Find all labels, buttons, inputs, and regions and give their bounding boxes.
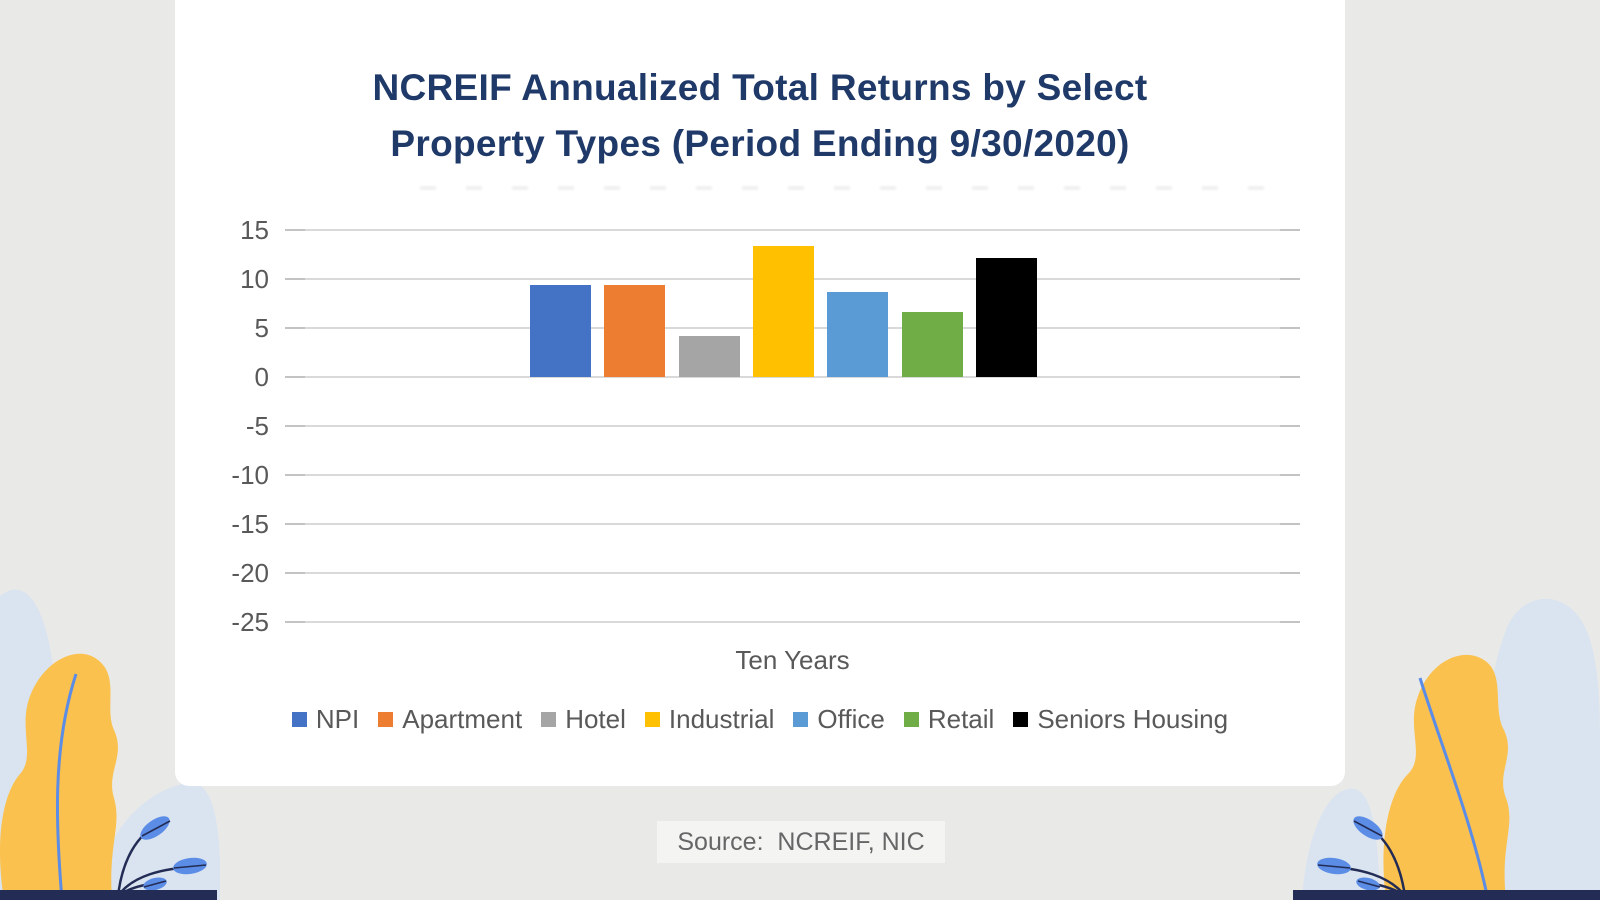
legend-swatch-icon	[378, 712, 394, 727]
plant-leaves	[140, 816, 207, 891]
legend-item-apartment: Apartment	[378, 704, 522, 735]
legend-item-retail: Retail	[903, 704, 995, 735]
bar-seniors-housing	[976, 258, 1037, 377]
y-axis-tick-label: -20	[231, 558, 269, 588]
gridline--25	[285, 621, 1300, 623]
legend-swatch-icon	[903, 712, 919, 727]
legend-swatch-icon	[793, 712, 809, 727]
legend-item-seniors-housing: Seniors Housing	[1013, 704, 1228, 735]
gridline--20	[285, 572, 1300, 574]
ground-bar-right	[1293, 890, 1600, 900]
source-note: Source: NCREIF, NIC	[657, 821, 945, 863]
bar-npi	[530, 285, 591, 377]
source-text: Source: NCREIF, NIC	[677, 827, 925, 856]
legend-label: Hotel	[565, 704, 626, 734]
chart-title-line-1: NCREIF Annualized Total Returns by Selec…	[372, 67, 1148, 108]
y-axis-tick-label: -25	[231, 607, 269, 637]
y-axis-tick-label: -10	[231, 460, 269, 490]
gridline--15	[285, 523, 1300, 525]
gridline--10	[285, 474, 1300, 476]
chart-card: NCREIF Annualized Total Returns by Selec…	[175, 0, 1345, 786]
legend-item-industrial: Industrial	[644, 704, 775, 735]
y-axis-tick-label: -5	[245, 411, 269, 441]
chart-legend: NPI Apartment Hotel Industrial Office Retail S…	[175, 704, 1345, 735]
bar-hotel	[679, 336, 740, 377]
bar-office	[827, 292, 888, 377]
plant-decoration-left	[0, 589, 220, 900]
ground-bar-left	[0, 890, 217, 900]
gridline--5	[285, 425, 1300, 427]
legend-label: Office	[817, 704, 885, 734]
legend-label: Industrial	[668, 704, 775, 734]
y-axis-tick-label: 10	[240, 264, 269, 294]
chart-title: NCREIF Annualized Total Returns by Selec…	[175, 60, 1345, 171]
y-axis-tick-label: 15	[240, 215, 269, 245]
plot-area: 15 10 5 0 -5 -10 -15 -20 -25	[231, 217, 1300, 635]
legend-item-office: Office	[793, 704, 885, 735]
gridline-15	[285, 229, 1300, 231]
y-axis-tick-label: 5	[254, 313, 269, 343]
legend-item-npi: NPI	[291, 704, 360, 735]
legend-swatch-icon	[541, 712, 557, 727]
y-axis-tick-label: -15	[231, 509, 269, 539]
legend-label: Retail	[927, 704, 995, 734]
plant-decoration-right	[1293, 598, 1600, 900]
bar-industrial	[753, 246, 814, 377]
plant-leaves	[1317, 816, 1383, 891]
bar-apartment	[604, 285, 665, 377]
legend-label: Apartment	[402, 704, 523, 734]
gridline-0	[285, 376, 1300, 378]
chart-title-line-2: Property Types (Period Ending 9/30/2020)	[390, 122, 1130, 164]
legend-label: NPI	[315, 704, 360, 734]
bar-retail	[902, 312, 963, 377]
legend-item-hotel: Hotel	[541, 704, 626, 735]
legend-swatch-icon	[291, 712, 307, 727]
x-axis-label: Ten Years	[735, 645, 850, 675]
cropped-text-artifact	[420, 186, 1270, 190]
legend-swatch-icon	[1013, 712, 1029, 727]
legend-swatch-icon	[644, 712, 660, 727]
legend-label: Seniors Housing	[1037, 704, 1229, 734]
y-axis-tick-label: 0	[254, 362, 269, 392]
